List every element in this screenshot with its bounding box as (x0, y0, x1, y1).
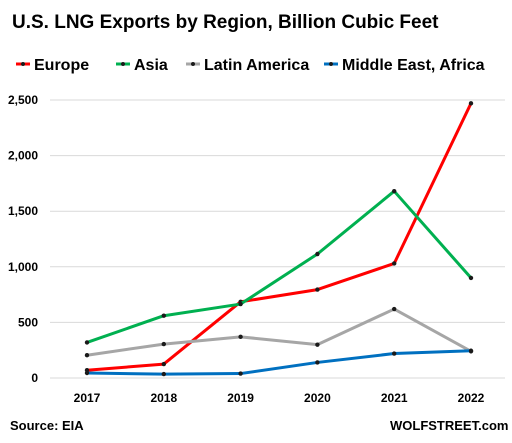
data-point (468, 101, 474, 106)
series-lines (84, 101, 474, 377)
x-tick-label: 2018 (150, 391, 177, 405)
gridlines (50, 99, 505, 379)
y-tick-label: 2,000 (8, 149, 38, 163)
data-point (392, 261, 397, 266)
data-point (315, 342, 320, 347)
series-line (86, 307, 472, 357)
series-line (86, 349, 472, 376)
y-tick-label: 1,000 (8, 260, 38, 274)
series-line (86, 102, 473, 372)
x-axis-ticks: 2017 2018 2019 2020 2021 2022 (74, 391, 485, 405)
legend: Europe Asia Latin America Middle East, Afri… (16, 57, 485, 74)
x-tick-label: 2021 (381, 391, 408, 405)
legend-label: Europe (34, 57, 89, 74)
data-point (315, 287, 320, 292)
series-line (86, 189, 473, 344)
x-tick-label: 2020 (304, 391, 331, 405)
data-point (161, 341, 166, 347)
x-tick-label: 2019 (227, 391, 254, 405)
y-axis-ticks: 0 500 1,000 1,500 2,000 2,500 (8, 93, 38, 385)
data-point (468, 275, 474, 281)
data-point (392, 351, 397, 356)
credit-label: WOLFSTREET.com (390, 418, 508, 433)
data-point (161, 313, 166, 318)
legend-marker (329, 62, 333, 66)
chart-title: U.S. LNG Exports by Region, Billion Cubi… (12, 12, 439, 33)
y-tick-label: 0 (31, 371, 38, 385)
legend-marker (191, 62, 195, 66)
data-point (315, 360, 320, 365)
data-point (315, 251, 320, 257)
legend-marker (21, 62, 25, 66)
x-tick-label: 2022 (458, 391, 485, 405)
y-tick-label: 2,500 (8, 93, 38, 107)
data-point (238, 334, 243, 340)
legend-label: Asia (134, 57, 168, 74)
legend-marker (121, 62, 125, 66)
source-note: Source: EIA (10, 418, 84, 433)
y-tick-label: 500 (18, 315, 38, 329)
data-point (84, 353, 90, 358)
data-point (161, 361, 166, 367)
data-point (238, 301, 243, 307)
data-point (238, 371, 243, 376)
data-point (392, 188, 397, 194)
legend-label: Latin America (204, 57, 309, 74)
data-point (468, 348, 474, 353)
data-point (161, 371, 166, 377)
data-point (84, 370, 90, 376)
data-point (392, 306, 397, 312)
y-tick-label: 1,500 (8, 204, 38, 218)
legend-label: Middle East, Africa (342, 57, 485, 74)
data-point (84, 340, 90, 345)
x-tick-label: 2017 (74, 391, 101, 405)
